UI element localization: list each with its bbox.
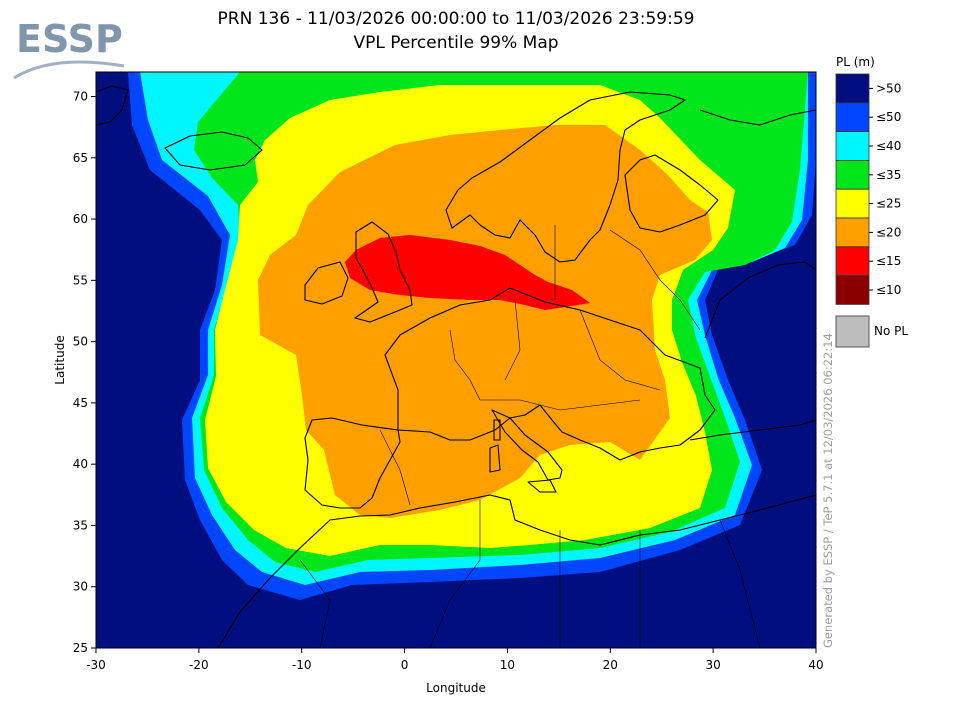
legend-swatch [835, 73, 870, 104]
coast-russia-north [699, 109, 816, 126]
legend-label: ≤25 [876, 197, 901, 211]
coastlines [96, 85, 816, 648]
legend-label: >50 [876, 81, 901, 95]
y-tick-label: 50 [73, 335, 88, 349]
y-tick-label: 30 [73, 580, 88, 594]
x-axis-label: Longitude [426, 681, 486, 695]
legend-no-pl-label: No PL [874, 324, 908, 338]
legend-swatch [835, 131, 870, 161]
region-le15 [345, 235, 590, 310]
legend-label: ≤40 [876, 139, 901, 153]
generated-credit: Generated by ESSP / TeP 5.7.1 at 12/03/2… [821, 333, 835, 648]
coast-italy [491, 409, 563, 481]
coast-corsica [493, 419, 501, 441]
x-tick-label: 30 [706, 658, 721, 672]
coast-iceland [164, 131, 263, 171]
legend-swatch [835, 102, 870, 133]
legend: PL (m) >50 ≤50 ≤40 ≤35 ≤25 ≤20 ≤15 ≤10 No PL [835, 55, 908, 348]
legend-swatch [835, 217, 870, 248]
legend-no-pl: No PL [835, 315, 908, 348]
legend-swatch [835, 275, 870, 305]
legend-swatch [835, 159, 870, 190]
coast-britain [354, 221, 413, 323]
legend-label: ≤20 [876, 225, 901, 239]
coast-turkey [689, 419, 816, 441]
legend-label: ≤15 [876, 254, 901, 268]
legend-swatch [835, 246, 870, 277]
essp-logo: ESSP [13, 17, 125, 80]
x-tick-label: 40 [808, 658, 823, 672]
coast-scandinavia [445, 91, 686, 263]
map-title: PRN 136 - 11/03/2026 00:00:00 to 11/03/2… [217, 9, 695, 29]
contour-layer [96, 72, 816, 648]
x-tick-label: -30 [86, 658, 106, 672]
legend-title: PL (m) [836, 55, 875, 69]
y-tick-label: 70 [73, 90, 88, 104]
x-tick-label: 20 [603, 658, 618, 672]
axes: -30 -20 -10 0 10 20 30 40 25303540455055606570 … [53, 71, 824, 695]
coast-sardinia [489, 444, 501, 473]
coast-ireland [304, 261, 349, 305]
map-subtitle: VPL Percentile 99% Map [353, 33, 559, 53]
y-tick-label: 60 [73, 212, 88, 226]
x-tick-label: 0 [401, 658, 409, 672]
y-axis-label: Latitude [53, 335, 67, 384]
coast-africa-west [217, 519, 331, 648]
coast-greenland [96, 85, 129, 126]
y-tick-label: 45 [73, 396, 88, 410]
coast-north-africa [329, 494, 816, 546]
coast-sicily [527, 479, 557, 493]
coast-finland [624, 154, 719, 233]
x-tick-label: -20 [189, 658, 209, 672]
legend-no-pl-swatch [835, 315, 870, 348]
legend-swatch [835, 188, 870, 219]
coast-iberia [304, 417, 401, 509]
y-tick-label: 40 [73, 457, 88, 471]
borders [299, 225, 761, 648]
y-tick-label: 25 [73, 641, 88, 655]
plot-frame [95, 71, 817, 649]
legend-label: ≤50 [876, 110, 901, 124]
coast-continent [384, 287, 716, 461]
y-axis-ticks: 25 30 35 40 45 50 55 60 65 70 [73, 90, 96, 655]
y-tick-label: 35 [73, 518, 88, 532]
x-tick-label: 10 [500, 658, 515, 672]
essp-logo-text: ESSP [16, 17, 123, 61]
y-tick-label: 65 [73, 151, 88, 165]
coast-black-sea [704, 261, 816, 339]
x-tick-label: -10 [292, 658, 312, 672]
region-le20 [258, 125, 712, 518]
legend-label: ≤35 [876, 168, 901, 182]
x-axis-ticks: -30 -20 -10 0 10 20 30 40 [86, 648, 824, 672]
y-tick-label: 55 [73, 273, 88, 287]
legend-items: >50 ≤50 ≤40 ≤35 ≤25 ≤20 ≤15 ≤10 [835, 73, 901, 305]
legend-label: ≤10 [876, 283, 901, 297]
